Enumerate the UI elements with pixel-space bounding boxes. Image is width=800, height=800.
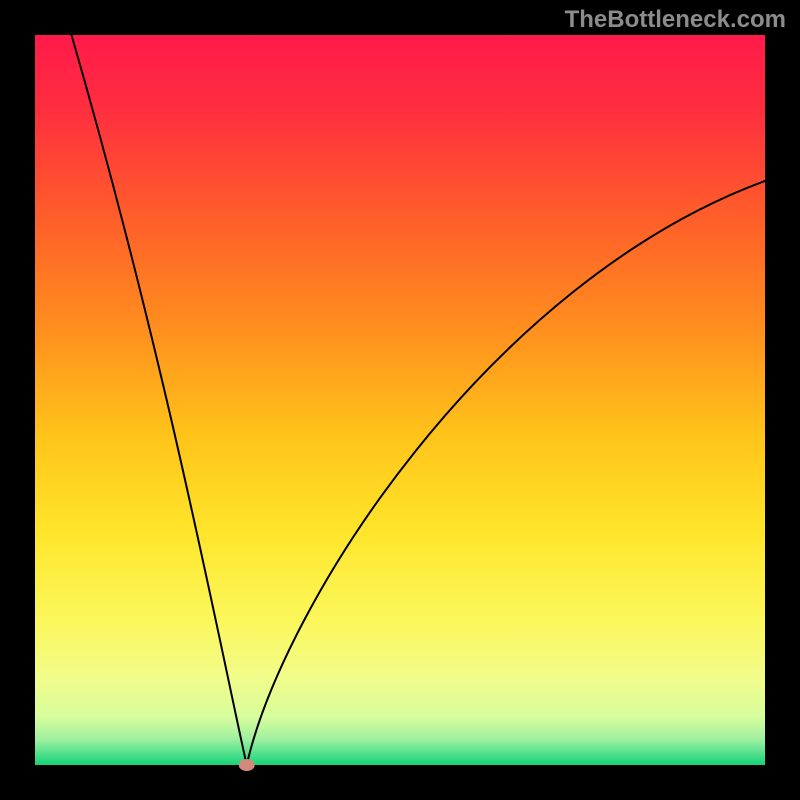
minimum-marker: [239, 759, 255, 771]
curve-layer: [35, 35, 765, 765]
plot-area: [35, 35, 765, 765]
watermark-text: TheBottleneck.com: [565, 6, 786, 34]
chart-container: TheBottleneck.com: [0, 0, 800, 800]
bottleneck-curve: [72, 35, 766, 765]
